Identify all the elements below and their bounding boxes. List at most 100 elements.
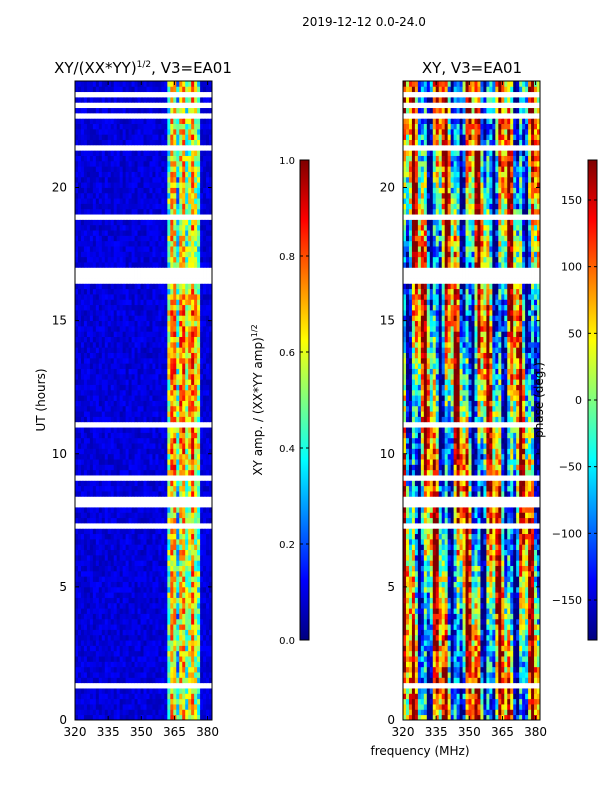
heatmap-cell bbox=[164, 176, 168, 183]
heatmap-cell bbox=[182, 448, 186, 455]
heatmap-cell bbox=[176, 416, 180, 423]
heatmap-cell bbox=[125, 507, 130, 513]
heatmap-cell bbox=[155, 544, 159, 550]
heatmap-cell bbox=[92, 352, 97, 359]
heatmap-cell bbox=[167, 480, 171, 487]
heatmap-cell bbox=[75, 496, 79, 503]
heatmap-cell bbox=[75, 304, 79, 311]
heatmap-cell bbox=[188, 677, 192, 684]
heatmap-cell bbox=[170, 155, 174, 162]
heatmap-cell bbox=[197, 565, 201, 572]
heatmap-cell bbox=[146, 203, 150, 210]
heatmap-cell bbox=[75, 688, 79, 694]
heatmap-cell bbox=[75, 368, 79, 375]
heatmap-cell bbox=[173, 672, 177, 678]
heatmap-cell bbox=[152, 666, 156, 673]
heatmap-cell bbox=[128, 347, 132, 353]
heatmap-cell bbox=[77, 389, 82, 396]
heatmap-cell bbox=[191, 256, 195, 263]
heatmap-cell bbox=[119, 150, 124, 156]
heatmap-cell bbox=[161, 155, 165, 162]
heatmap-cell bbox=[137, 411, 141, 417]
heatmap-cell bbox=[170, 475, 174, 481]
heatmap-cell bbox=[167, 198, 171, 204]
heatmap-cell bbox=[92, 219, 97, 226]
heatmap-cell bbox=[92, 491, 97, 497]
heatmap-cell bbox=[188, 373, 192, 380]
heatmap-cell bbox=[170, 618, 174, 625]
heatmap-cell bbox=[95, 251, 100, 258]
heatmap-cell bbox=[197, 240, 201, 247]
heatmap-cell bbox=[104, 171, 109, 178]
heatmap-cell bbox=[77, 363, 82, 369]
heatmap-cell bbox=[167, 278, 171, 284]
heatmap-cell bbox=[128, 272, 132, 279]
heatmap-cell bbox=[185, 192, 189, 199]
heatmap-cell bbox=[134, 560, 138, 566]
heatmap-cell bbox=[155, 427, 159, 433]
heatmap-cell bbox=[95, 496, 100, 503]
heatmap-cell bbox=[203, 192, 207, 199]
heatmap-cell bbox=[158, 538, 162, 545]
heatmap-cell bbox=[128, 373, 132, 380]
heatmap-cell bbox=[128, 294, 132, 300]
heatmap-cell bbox=[149, 320, 153, 327]
heatmap-cell bbox=[146, 405, 150, 412]
heatmap-cell bbox=[128, 198, 132, 204]
heatmap-cell bbox=[104, 544, 109, 550]
heatmap-cell bbox=[134, 198, 138, 204]
heatmap-cell bbox=[164, 341, 168, 348]
heatmap-cell bbox=[92, 560, 97, 566]
heatmap-cell bbox=[86, 262, 91, 268]
heatmap-cell bbox=[98, 176, 103, 183]
heatmap-cell bbox=[152, 421, 156, 428]
heatmap-cell bbox=[83, 704, 88, 710]
heatmap-cell bbox=[119, 155, 124, 162]
heatmap-cell bbox=[110, 288, 115, 295]
heatmap-cell bbox=[191, 411, 195, 417]
heatmap-cell bbox=[146, 517, 150, 524]
heatmap-cell bbox=[77, 309, 82, 316]
heatmap-cell bbox=[80, 357, 85, 364]
heatmap-cell bbox=[164, 709, 168, 716]
heatmap-cell bbox=[194, 698, 198, 705]
heatmap-cell bbox=[164, 634, 168, 641]
heatmap-cell bbox=[104, 411, 109, 417]
heatmap-cell bbox=[194, 709, 198, 716]
heatmap-cell bbox=[119, 448, 124, 455]
heatmap-cell bbox=[104, 139, 109, 146]
heatmap-cell bbox=[185, 656, 189, 662]
heatmap-cell bbox=[75, 155, 79, 162]
heatmap-cell bbox=[86, 325, 91, 332]
heatmap-cell bbox=[75, 554, 79, 561]
heatmap-cell bbox=[104, 443, 109, 449]
heatmap-cell bbox=[158, 437, 162, 444]
heatmap-cell bbox=[143, 480, 147, 487]
heatmap-cell bbox=[113, 352, 118, 359]
heatmap-cell bbox=[167, 373, 171, 380]
heatmap-cell bbox=[119, 262, 124, 268]
heatmap-cell bbox=[161, 682, 165, 689]
heatmap-cell bbox=[95, 570, 100, 577]
heatmap-cell bbox=[173, 304, 177, 311]
heatmap-cell bbox=[170, 405, 174, 412]
heatmap-cell bbox=[161, 315, 165, 322]
heatmap-cell bbox=[101, 347, 106, 353]
heatmap-cell bbox=[158, 682, 162, 689]
heatmap-cell bbox=[92, 427, 97, 433]
heatmap-cell bbox=[200, 576, 204, 582]
heatmap-cell bbox=[155, 688, 159, 694]
heatmap-cell bbox=[101, 325, 106, 332]
heatmap-cell bbox=[209, 491, 213, 497]
heatmap-cell bbox=[86, 320, 91, 327]
heatmap-cell bbox=[206, 512, 210, 519]
heatmap-cell bbox=[131, 645, 135, 652]
heatmap-cell bbox=[164, 187, 168, 194]
heatmap-cell bbox=[122, 182, 127, 188]
heatmap-cell bbox=[89, 475, 94, 481]
heatmap-cell bbox=[176, 155, 180, 162]
heatmap-cell bbox=[131, 373, 135, 380]
heatmap-cell bbox=[116, 714, 121, 721]
heatmap-cell bbox=[110, 560, 115, 566]
heatmap-cell bbox=[188, 389, 192, 396]
